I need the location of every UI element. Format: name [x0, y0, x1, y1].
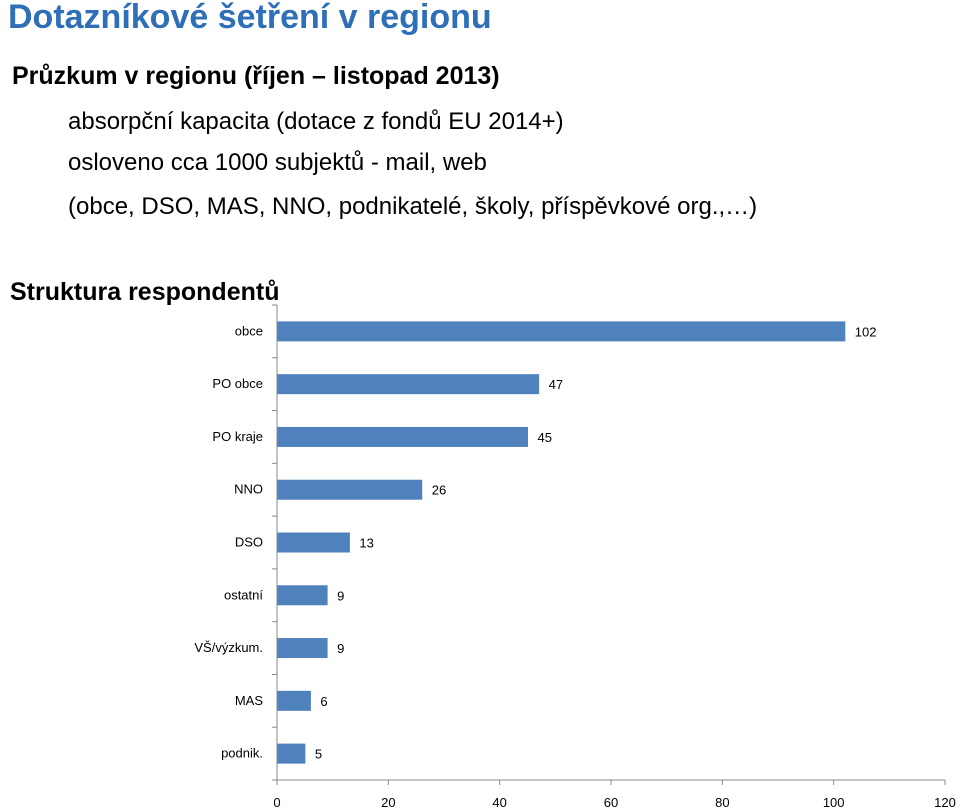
data-label: 45: [538, 430, 552, 445]
x-tick-label: 60: [604, 795, 618, 810]
bar-0: [277, 321, 846, 342]
category-label: podnik.: [221, 746, 263, 761]
section-heading: Struktura respondentů: [10, 278, 280, 306]
x-tick-label: 20: [381, 795, 395, 810]
bar-4: [277, 532, 350, 553]
bar-5: [277, 585, 328, 606]
category-label: DSO: [235, 535, 263, 550]
data-label: 6: [320, 694, 327, 709]
bar-2: [277, 426, 528, 447]
bullet-contacted: osloveno cca 1000 subjektů - mail, web: [68, 149, 487, 176]
x-tick-label: 80: [715, 795, 729, 810]
data-label: 13: [359, 536, 373, 551]
data-label: 5: [315, 747, 322, 762]
data-label: 9: [337, 588, 344, 603]
bar-8: [277, 743, 306, 764]
category-label: obce: [235, 323, 263, 338]
category-label: ostatní: [224, 587, 263, 602]
x-tick-label: 100: [823, 795, 845, 810]
category-label: NNO: [234, 482, 263, 497]
category-label: VŠ/výzkum.: [194, 640, 263, 655]
category-label: PO obce: [212, 376, 263, 391]
data-label: 9: [337, 641, 344, 656]
bar-6: [277, 638, 328, 659]
data-label: 47: [549, 377, 563, 392]
slide-title: Dotazníkové šetření v regionu: [8, 0, 492, 36]
survey-heading: Průzkum v regionu (říjen – listopad 2013…: [12, 62, 500, 90]
data-label: 102: [855, 324, 877, 339]
bar-7: [277, 690, 311, 711]
category-label: MAS: [235, 693, 264, 708]
x-tick-label: 120: [934, 795, 956, 810]
data-label: 26: [432, 483, 446, 498]
x-tick-label: 0: [273, 795, 280, 810]
category-label: PO kraje: [212, 429, 263, 444]
bar-3: [277, 479, 423, 500]
respondents-bar-chart: 0 20 40 60 80 100 120 obce 102 PO obce 47 PO kraje 4…: [194, 304, 956, 810]
bullet-absorption: absorpční kapacita (dotace z fondů EU 20…: [68, 108, 564, 135]
bar-1: [277, 374, 540, 395]
x-tick-label: 40: [492, 795, 506, 810]
bullet-subject-types: (obce, DSO, MAS, NNO, podnikatelé, školy…: [68, 193, 758, 220]
